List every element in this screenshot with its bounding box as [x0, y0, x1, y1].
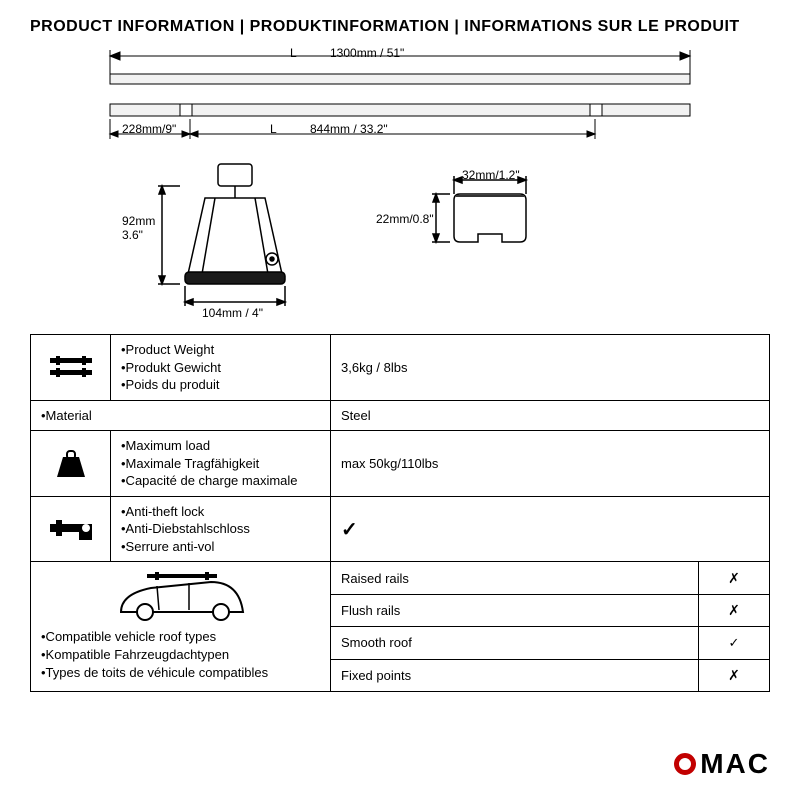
dim-foot-height: 92mm 3.6": [122, 214, 155, 242]
roof-raised-label: Raised rails: [331, 562, 699, 593]
dim-offset: 228mm/9": [122, 122, 176, 136]
row-material: •Material Steel: [31, 401, 769, 432]
roof-smooth-label: Smooth roof: [331, 627, 699, 658]
car-roof-icon: [41, 572, 320, 622]
logo-ring-icon: [674, 753, 696, 775]
row-weight: •Product Weight •Produkt Gewicht •Poids …: [31, 335, 769, 401]
weight-labels: •Product Weight •Produkt Gewicht •Poids …: [111, 335, 331, 400]
roof-raised-val: ✗: [699, 562, 769, 593]
row-rooftypes: •Compatible vehicle roof types •Kompatib…: [31, 562, 769, 691]
roof-flush-label: Flush rails: [331, 595, 699, 626]
page-title: PRODUCT INFORMATION | PRODUKTINFORMATION…: [0, 0, 800, 44]
material-label: •Material: [31, 401, 331, 431]
dim-inner-prefix: L: [270, 122, 277, 136]
dim-length-inner: 844mm / 33.2": [310, 122, 388, 136]
weight-value: 3,6kg / 8lbs: [331, 335, 769, 400]
material-value: Steel: [331, 401, 769, 431]
roof-smooth-val: ✓: [699, 627, 769, 658]
roof-flush-val: ✗: [699, 595, 769, 626]
brand-text: MAC: [700, 748, 770, 780]
maxload-value: max 50kg/110lbs: [331, 431, 769, 496]
row-lock: •Anti-theft lock •Anti-Diebstahlschloss …: [31, 497, 769, 563]
dim-length-prefix: L: [290, 46, 297, 60]
row-maxload: •Maximum load •Maximale Tragfähigkeit •C…: [31, 431, 769, 497]
maxload-labels: •Maximum load •Maximale Tragfähigkeit •C…: [111, 431, 331, 496]
dim-profile-height: 22mm/0.8": [376, 212, 434, 226]
brand-logo: MAC: [674, 748, 770, 780]
lock-value: ✓: [331, 497, 769, 562]
weight-icon: [31, 431, 111, 496]
weight-bars-icon: [31, 335, 111, 400]
rooftype-left: •Compatible vehicle roof types •Kompatib…: [31, 562, 331, 691]
rooftype-right: Raised rails ✗ Flush rails ✗ Smooth roof…: [331, 562, 769, 691]
spec-table: •Product Weight •Produkt Gewicht •Poids …: [30, 334, 770, 692]
lock-labels: •Anti-theft lock •Anti-Diebstahlschloss …: [111, 497, 331, 562]
lock-icon: [31, 497, 111, 562]
roof-fixed-val: ✗: [699, 660, 769, 691]
dimension-diagram: L 1300mm / 51" 228mm/9" L 844mm / 33.2" …: [30, 44, 770, 324]
dim-profile-width: 32mm/1.2": [462, 168, 520, 182]
dim-length-overall: 1300mm / 51": [330, 46, 404, 60]
dim-foot-width: 104mm / 4": [202, 306, 263, 320]
roof-fixed-label: Fixed points: [331, 660, 699, 691]
